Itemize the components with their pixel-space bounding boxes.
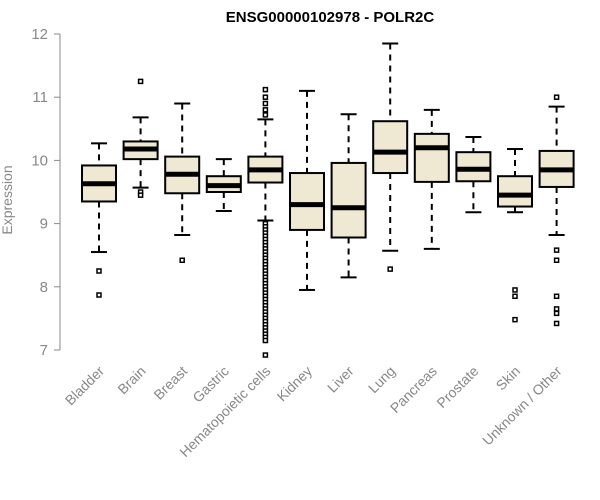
box-skin (497, 148, 533, 323)
x-tick-label: Breast (150, 363, 190, 403)
iqr-box (497, 175, 533, 208)
box-gastric (205, 158, 242, 212)
x-tick-label: Bladder (62, 363, 108, 409)
x-tick-label: Lung (365, 363, 398, 396)
box-series (81, 42, 575, 358)
outlier-point (553, 247, 560, 253)
outlier-point (137, 192, 144, 198)
box-breast (164, 102, 201, 264)
y-axis: 7 8 9 10 11 12 (31, 26, 61, 359)
outlier-point (387, 266, 393, 272)
y-tick-label: 10 (31, 152, 48, 169)
box-pancreas (413, 108, 450, 250)
iqr-box (372, 120, 409, 175)
outlier-point (262, 352, 269, 358)
iqr-box (330, 161, 367, 239)
y-tick-label: 8 (40, 279, 48, 296)
outlier-point (553, 257, 560, 264)
box-hematopoietic-cells (247, 86, 284, 358)
outlier-point (262, 94, 269, 100)
outlier-point (262, 86, 269, 93)
y-tick-label: 12 (31, 26, 48, 43)
x-tick-label: Skin (493, 363, 524, 394)
outlier-point (512, 316, 518, 323)
y-tick-label: 9 (40, 216, 48, 233)
iqr-box (455, 151, 492, 183)
box-lung (372, 42, 409, 272)
box-prostate (455, 136, 492, 214)
outlier-point (96, 292, 102, 298)
outlier-point (553, 306, 560, 312)
outlier-point (137, 78, 144, 85)
x-tick-label: Prostate (433, 363, 481, 411)
outlier-point (262, 107, 269, 113)
outlier-point (553, 310, 560, 317)
x-tick-label: Liver (324, 363, 357, 396)
box-unknown-other (538, 94, 575, 327)
box-brain (122, 78, 159, 198)
y-tick-label: 7 (40, 342, 48, 359)
box-liver (330, 113, 367, 279)
box-kidney (289, 89, 325, 291)
x-tick-label: Kidney (274, 363, 316, 405)
x-tick-label: Unknown / Other (479, 363, 565, 449)
y-axis-label: Expression (0, 165, 15, 234)
outlier-point (512, 287, 518, 293)
outlier-point (262, 112, 269, 118)
chart-title: ENSG00000102978 - POLR2C (226, 9, 435, 26)
outlier-point (553, 320, 560, 327)
outlier-point (179, 257, 185, 264)
iqr-box (289, 172, 325, 231)
outlier-point (262, 337, 269, 344)
iqr-box (413, 132, 450, 183)
y-tick-label: 11 (32, 89, 48, 106)
outlier-point (553, 94, 560, 100)
outlier-point (96, 268, 102, 274)
x-tick-label: Brain (114, 363, 148, 397)
outlier-point (512, 293, 518, 300)
outlier-point (553, 293, 560, 300)
outlier-point (262, 100, 269, 107)
box-bladder (81, 142, 117, 298)
